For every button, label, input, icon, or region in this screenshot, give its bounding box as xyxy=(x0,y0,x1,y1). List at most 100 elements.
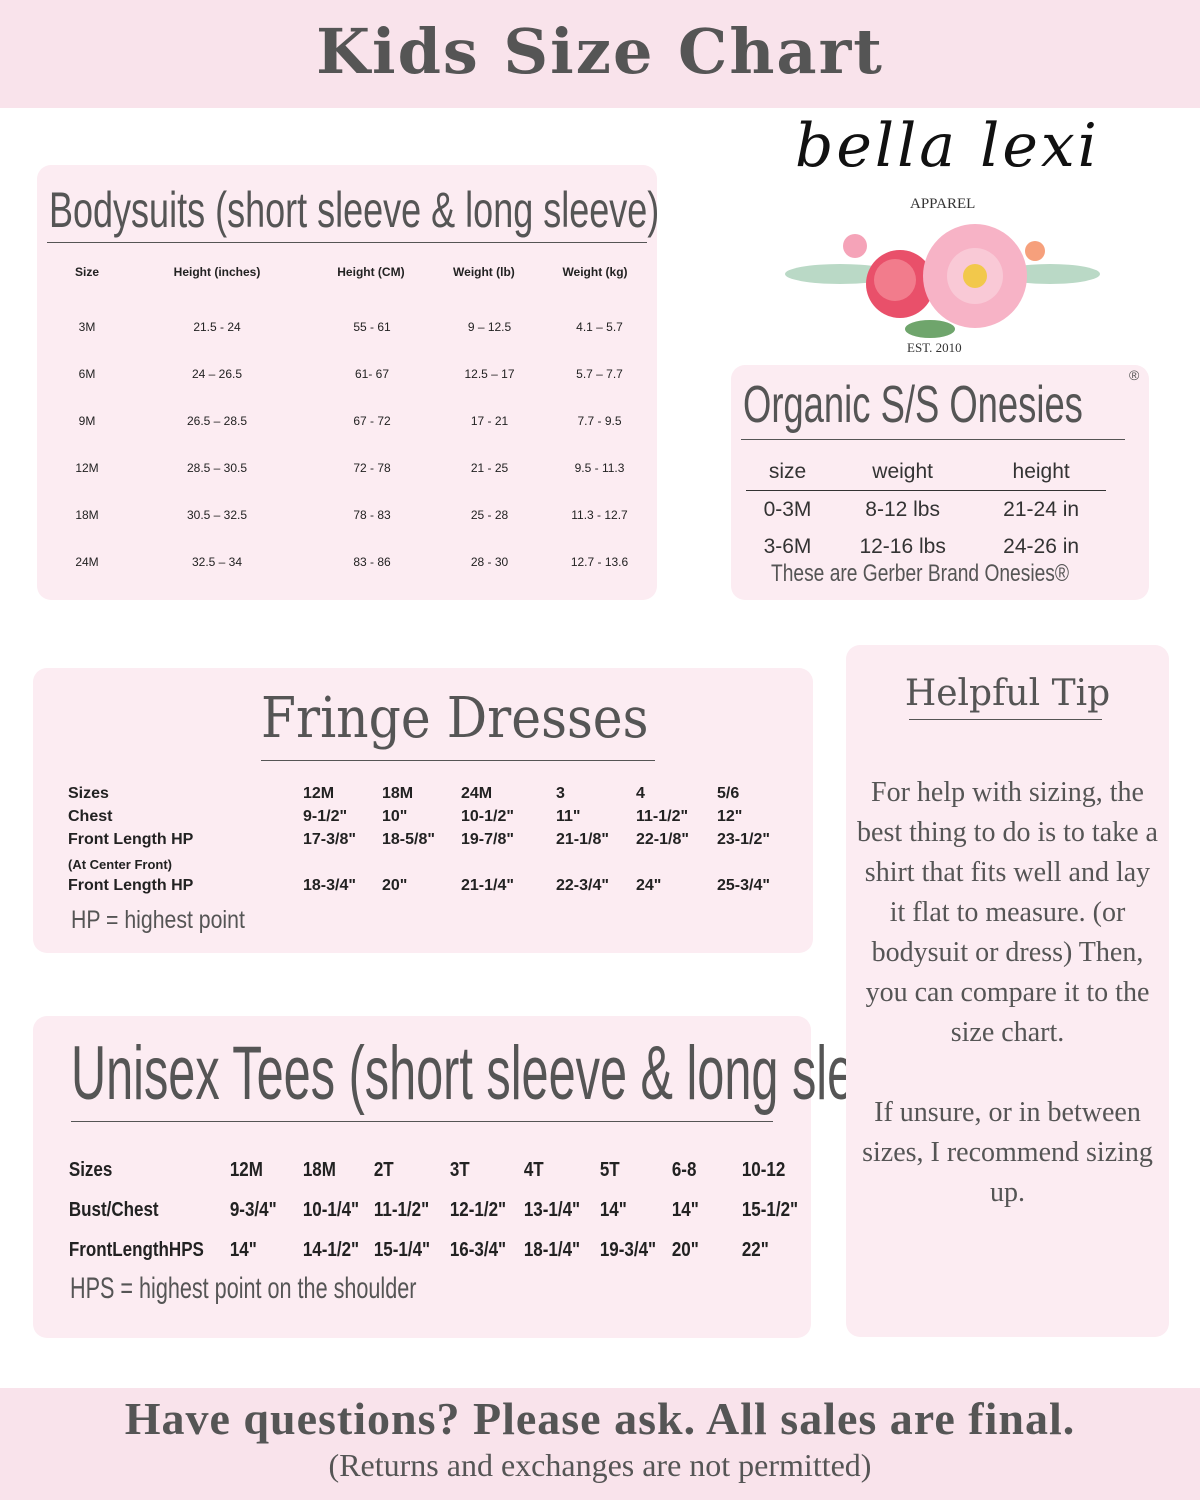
table-cell: 6-8 xyxy=(671,1158,697,1181)
fringe-note: HP = highest point xyxy=(71,906,245,934)
fringe-title: Fringe Dresses xyxy=(261,686,649,751)
flower-bouquet-icon xyxy=(785,224,1100,338)
table-row: Front Length HP 18-3/4" 20" 21-1/4" 22-3/4" 2… xyxy=(68,872,797,895)
table-cell: 10-1/2" xyxy=(461,808,514,825)
col-header: weight xyxy=(829,453,977,491)
table-cell: 18-3/4" xyxy=(303,877,356,894)
table-cell xyxy=(556,849,636,872)
tees-note: HPS = highest point on the shoulder xyxy=(70,1272,417,1305)
table-row: 12M 28.5 – 30.5 72 - 78 21 - 25 9.5 - 11.3 xyxy=(52,444,652,491)
table-cell: 12.5 – 17 xyxy=(464,366,515,381)
logo-sub: APPAREL xyxy=(910,196,976,212)
tees-table: Sizes 12M 18M 2T 3T 4T 5T 6-8 10-12 Bust/Chest 9-3… xyxy=(68,1150,811,1270)
table-cell xyxy=(717,849,797,872)
tip-text-2: If unsure, or in between sizes, I recomm… xyxy=(862,1097,1153,1208)
table-cell xyxy=(382,849,461,872)
table-row: 0-3M 8-12 lbs 21-24 in xyxy=(746,491,1106,529)
table-cell: 14-1/2" xyxy=(302,1238,359,1261)
table-cell: 7.7 - 9.5 xyxy=(577,413,622,428)
table-cell: 78 - 83 xyxy=(353,507,391,522)
bodysuits-title: Bodysuits (short sleeve & long sleeve) xyxy=(49,182,660,238)
col-header: Weight (lb) xyxy=(453,265,515,279)
table-cell: 6M xyxy=(78,366,96,381)
table-cell: 13-1/4" xyxy=(524,1198,581,1221)
col-header: Size xyxy=(74,265,99,279)
table-cell: Chest xyxy=(68,808,113,825)
table-cell: 30.5 – 32.5 xyxy=(186,507,248,522)
registered-mark: ® xyxy=(1129,367,1140,383)
table-cell: 11-1/2" xyxy=(373,1198,430,1221)
table-cell: 11.3 - 12.7 xyxy=(571,507,628,522)
tees-title: Unisex Tees (short sleeve & long sleeve) xyxy=(71,1031,949,1116)
tip-panel: Helpful Tip For help with sizing, the be… xyxy=(846,645,1169,1337)
table-cell: 3 xyxy=(556,785,565,802)
table-cell: 83 - 86 xyxy=(353,554,391,569)
table-cell: 3T xyxy=(449,1158,470,1181)
title-underline xyxy=(47,242,647,243)
table-cell: 14" xyxy=(229,1238,257,1261)
title-underline xyxy=(71,1121,773,1122)
table-cell: 25-3/4" xyxy=(717,877,770,894)
table-cell: 4T xyxy=(524,1158,545,1181)
tip-text: For help with sizing, the best thing to … xyxy=(857,777,1158,1048)
table-cell: 22-3/4" xyxy=(556,877,609,894)
title-underline xyxy=(261,760,655,761)
table-cell: 61- 67 xyxy=(354,366,390,381)
table-cell xyxy=(303,849,382,872)
fringe-table: Sizes 12M 18M 24M 3 4 5/6 Chest 9-1/2" 10" 10-1/2"… xyxy=(68,780,797,895)
table-cell: 11-1/2" xyxy=(636,808,689,825)
footer-band: Have questions? Please ask. All sales ar… xyxy=(0,1388,1200,1500)
title-underline xyxy=(909,719,1102,720)
brand-logo: bella lexi APPAREL EST. 2010 xyxy=(780,110,1110,360)
header-band: Kids Size Chart xyxy=(0,0,1200,108)
table-cell: 9-1/2" xyxy=(303,808,348,825)
table-cell: 5/6 xyxy=(717,785,740,802)
col-header: height xyxy=(976,453,1106,491)
footer-line2: (Returns and exchanges are not permitted… xyxy=(328,1447,872,1483)
table-cell: 18-1/4" xyxy=(524,1238,581,1261)
table-row: (At Center Front) xyxy=(68,849,797,872)
bodysuits-table: Size Height (inches) Height (CM) Weight (lb… xyxy=(52,257,652,287)
tip-title: Helpful Tip xyxy=(904,673,1111,714)
table-cell: 21.5 - 24 xyxy=(193,319,241,334)
table-cell: 4.1 – 5.7 xyxy=(576,319,623,334)
table-cell: 12M xyxy=(75,460,99,475)
table-row: 3-6M 12-16 lbs 24-26 in xyxy=(746,528,1106,565)
tees-panel: Unisex Tees (short sleeve & long sleeve)… xyxy=(33,1016,949,1338)
table-cell: 23-1/2" xyxy=(717,831,770,848)
table-row: Chest 9-1/2" 10" 10-1/2" 11" 11-1/2" 12" xyxy=(68,803,797,826)
table-cell: 15-1/4" xyxy=(373,1238,431,1261)
table-cell: 24" xyxy=(636,877,662,894)
table-cell: 3-6M xyxy=(763,534,812,558)
onesies-title: Organic S/S Onesies xyxy=(743,376,1083,434)
table-cell: 55 - 61 xyxy=(353,319,391,334)
onesies-panel: Organic S/S Onesies ® size weight height 0… xyxy=(731,365,1149,600)
table-cell xyxy=(636,849,717,872)
table-cell: 0-3M xyxy=(763,497,812,521)
table-cell: 26.5 – 28.5 xyxy=(186,413,248,428)
table-cell: 16-3/4" xyxy=(449,1238,506,1261)
table-cell: 8-12 lbs xyxy=(865,497,940,521)
table-row: Sizes 12M 18M 2T 3T 4T 5T 6-8 10-12 xyxy=(68,1150,811,1190)
table-cell: 18M xyxy=(302,1158,336,1181)
col-header: Height (CM) xyxy=(337,265,405,279)
table-cell: 15-1/2" xyxy=(741,1198,798,1221)
table-cell: 24 – 26.5 xyxy=(191,366,243,381)
table-cell: 2T xyxy=(373,1158,394,1181)
table-cell: 12M xyxy=(303,785,335,802)
bodysuits-rows: 3M 21.5 - 24 55 - 61 9 – 12.5 4.1 – 5.7 6M 24 … xyxy=(52,303,652,585)
table-cell: 9.5 - 11.3 xyxy=(574,460,625,475)
table-cell: Bust/Chest xyxy=(68,1198,159,1221)
table-cell: 10" xyxy=(382,808,408,825)
table-cell: Sizes xyxy=(68,785,109,802)
page-title: Kids Size Chart xyxy=(316,15,884,88)
logo-est: EST. 2010 xyxy=(907,340,962,355)
table-cell: 9-3/4" xyxy=(229,1198,277,1221)
table-row: Sizes 12M 18M 24M 3 4 5/6 xyxy=(68,780,797,803)
col-header: Height (inches) xyxy=(173,265,261,279)
table-cell: 5T xyxy=(600,1158,620,1181)
table-cell: 3M xyxy=(78,319,96,334)
table-cell: 11" xyxy=(556,808,581,825)
table-cell: 25 - 28 xyxy=(470,507,509,522)
title-underline xyxy=(741,439,1125,440)
